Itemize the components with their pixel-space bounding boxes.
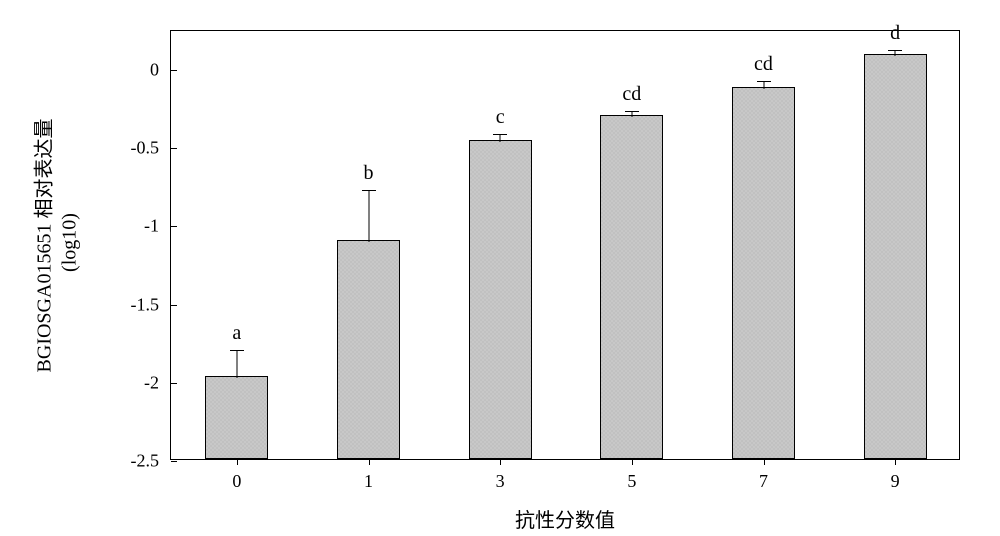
chart-container: -2.5-2-1.5-1-0.500a1b3c5cd7cd9d BGIOSGA0… <box>0 0 1000 536</box>
x-axis-label: 抗性分数值 <box>465 504 665 533</box>
x-tick-mark <box>632 459 633 465</box>
x-tick-mark <box>237 459 238 465</box>
y-axis-label-line2: (log10) <box>59 143 82 343</box>
bar <box>732 87 795 459</box>
bar <box>469 140 532 459</box>
y-tick-mark <box>171 226 177 227</box>
bar <box>600 115 663 459</box>
significance-label: c <box>496 106 505 129</box>
significance-label: cd <box>754 53 773 76</box>
x-tick-mark <box>500 459 501 465</box>
y-tick-label: -1 <box>144 216 171 237</box>
y-tick-label: -1.5 <box>131 294 172 315</box>
significance-label: b <box>364 162 374 185</box>
y-tick-label: -2 <box>144 372 171 393</box>
y-tick-mark <box>171 70 177 71</box>
y-axis-label-line1: BGIOSGA015651 相对表达量 <box>28 96 57 396</box>
y-tick-mark <box>171 148 177 149</box>
x-tick-mark <box>764 459 765 465</box>
significance-label: a <box>232 322 241 345</box>
x-tick-mark <box>369 459 370 465</box>
y-tick-label: 0 <box>150 60 171 81</box>
bar <box>864 54 927 459</box>
y-tick-mark <box>171 305 177 306</box>
bar <box>337 240 400 459</box>
x-tick-mark <box>895 459 896 465</box>
plot-area: -2.5-2-1.5-1-0.500a1b3c5cd7cd9d <box>170 30 960 460</box>
y-tick-label: -2.5 <box>131 451 172 472</box>
y-tick-label: -0.5 <box>131 138 172 159</box>
significance-label: d <box>890 22 900 45</box>
bar <box>205 376 268 459</box>
y-tick-mark <box>171 461 177 462</box>
significance-label: cd <box>622 83 641 106</box>
y-tick-mark <box>171 383 177 384</box>
